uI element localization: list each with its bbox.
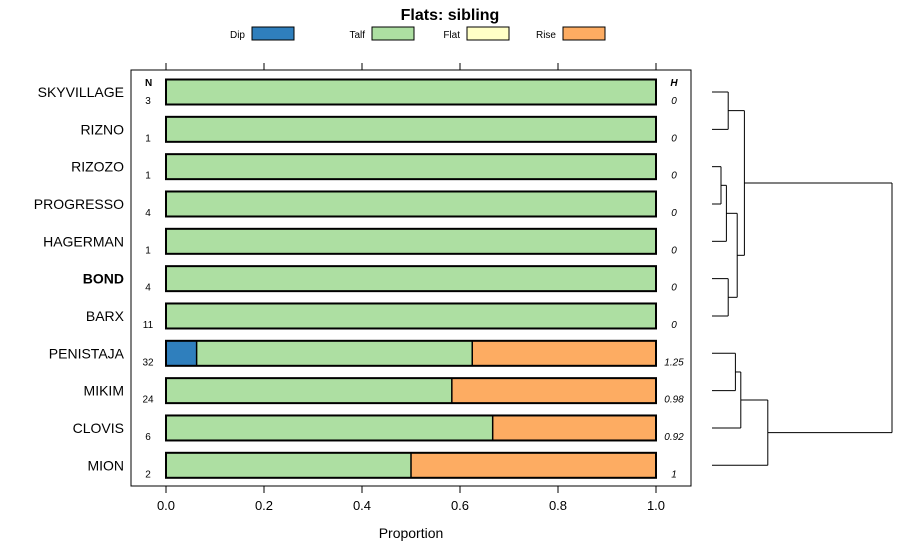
plot-frame [130, 69, 692, 487]
bar-talf [166, 116, 656, 142]
n-value: 6 [145, 432, 151, 443]
category-label: PROGRESSO [34, 196, 124, 212]
h-value: 0.98 [664, 395, 684, 406]
x-tick-label: 0.2 [255, 498, 273, 513]
bar-talf [196, 340, 473, 366]
bar-talf [166, 154, 656, 180]
category-label: SKYVILLAGE [38, 84, 124, 100]
bar-outline [165, 377, 657, 405]
bar-outline [165, 451, 657, 479]
x-tick-label: 0.8 [549, 498, 567, 513]
bar-outline [165, 414, 657, 442]
bar-outline [165, 78, 657, 106]
bar-outline [165, 115, 657, 143]
row-penistaja: PENISTAJA 32 1.25 [49, 339, 684, 368]
legend-label-dip: Dip [230, 30, 245, 41]
row-hagerman: HAGERMAN 1 0 [43, 227, 677, 256]
h-value: 0 [671, 283, 677, 294]
bar-talf [166, 303, 656, 329]
legend-label-rise: Rise [536, 30, 556, 41]
dendrogram [712, 91, 893, 466]
row-rizozo: RIZOZO 1 0 [71, 153, 677, 182]
x-tick-label: 0.0 [157, 498, 175, 513]
bar-talf [166, 378, 452, 404]
bar-outline [165, 265, 657, 293]
bar-outline [165, 227, 657, 255]
h-value: 0.92 [664, 432, 684, 443]
x-axis: 0.0 0.2 0.4 0.6 0.8 1.0 [157, 63, 665, 513]
category-label: RIZOZO [71, 159, 124, 175]
bar-talf [166, 79, 656, 105]
category-label: CLOVIS [73, 420, 124, 436]
n-value: 1 [145, 245, 151, 256]
category-label: PENISTAJA [49, 345, 125, 361]
bar-rise [472, 340, 656, 366]
row-progresso: PROGRESSO 4 0 [34, 190, 677, 219]
h-value: 0 [671, 133, 677, 144]
bar-dip [166, 340, 197, 366]
n-value: 24 [142, 395, 154, 406]
n-value: 2 [145, 469, 151, 480]
n-value: 1 [145, 171, 151, 182]
category-label: BOND [83, 271, 124, 287]
x-tick-label: 0.6 [451, 498, 469, 513]
category-label: HAGERMAN [43, 233, 124, 249]
bar-outline [165, 339, 657, 367]
bar-outline [165, 153, 657, 181]
legend-label-flat: Flat [443, 30, 460, 41]
row-clovis: CLOVIS 6 0.92 [73, 414, 684, 443]
bar-outline [165, 190, 657, 218]
n-value: 3 [145, 96, 151, 107]
bar-rise [451, 378, 656, 404]
legend-swatch-rise [562, 26, 606, 41]
row-mikim: MIKIM 24 0.98 [84, 377, 684, 406]
row-mion: MION 2 1 [87, 451, 677, 480]
h-value: 0 [671, 171, 677, 182]
h-header: H [670, 78, 678, 89]
h-value: 0 [671, 208, 677, 219]
h-value: 0 [671, 245, 677, 256]
category-label: MIKIM [84, 383, 124, 399]
x-tick-label: 1.0 [647, 498, 665, 513]
row-barx: BARX 11 0 [86, 302, 677, 331]
row-bond: BOND 4 0 [83, 265, 677, 294]
bar-rise [492, 415, 656, 441]
legend-swatch-flat [466, 26, 510, 41]
n-value: 1 [145, 133, 151, 144]
category-label: RIZNO [80, 121, 124, 137]
bar-rise [411, 452, 656, 478]
bar-talf [166, 415, 493, 441]
bar-talf [166, 266, 656, 292]
legend-swatch-dip [251, 26, 295, 41]
n-value: 4 [145, 283, 151, 294]
legend-label-talf: Talf [349, 30, 365, 41]
category-label: MION [87, 457, 124, 473]
bar-talf [166, 452, 411, 478]
row-rizno: RIZNO 1 0 [80, 115, 677, 144]
bar-outline [165, 302, 657, 330]
category-label: BARX [86, 308, 125, 324]
n-header: N [145, 78, 152, 89]
legend: Dip Talf Flat Rise [230, 26, 606, 41]
h-value: 1 [671, 469, 677, 480]
x-tick-label: 0.4 [353, 498, 371, 513]
x-axis-label: Proportion [379, 525, 444, 541]
h-value: 0 [671, 96, 677, 107]
n-value: 32 [142, 357, 154, 368]
bar-talf [166, 228, 656, 254]
row-skyvillage: SKYVILLAGE 3 0 [38, 78, 677, 107]
h-value: 1.25 [664, 357, 684, 368]
h-value: 0 [671, 320, 677, 331]
chart-title: Flats: sibling [401, 7, 500, 24]
legend-swatch-talf [371, 26, 415, 41]
n-value: 4 [145, 208, 151, 219]
bar-talf [166, 191, 656, 217]
n-value: 11 [143, 320, 154, 331]
